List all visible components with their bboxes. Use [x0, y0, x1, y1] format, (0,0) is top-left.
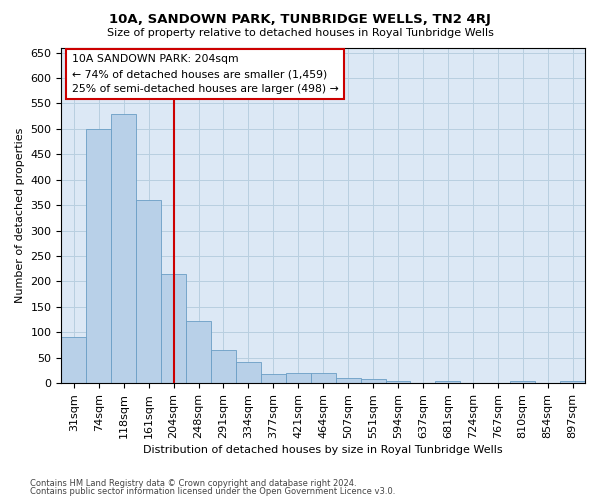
Bar: [261, 374, 286, 383]
Y-axis label: Number of detached properties: Number of detached properties: [15, 128, 25, 303]
Bar: [510, 381, 535, 383]
Bar: [436, 381, 460, 383]
X-axis label: Distribution of detached houses by size in Royal Tunbridge Wells: Distribution of detached houses by size …: [143, 445, 503, 455]
Bar: [61, 338, 86, 383]
Bar: [560, 381, 585, 383]
Bar: [161, 274, 186, 383]
Text: 10A, SANDOWN PARK, TUNBRIDGE WELLS, TN2 4RJ: 10A, SANDOWN PARK, TUNBRIDGE WELLS, TN2 …: [109, 12, 491, 26]
Bar: [335, 378, 361, 383]
Text: 10A SANDOWN PARK: 204sqm
← 74% of detached houses are smaller (1,459)
25% of sem: 10A SANDOWN PARK: 204sqm ← 74% of detach…: [72, 54, 338, 94]
Bar: [286, 373, 311, 383]
Bar: [361, 378, 386, 383]
Bar: [86, 129, 111, 383]
Text: Contains public sector information licensed under the Open Government Licence v3: Contains public sector information licen…: [30, 487, 395, 496]
Bar: [236, 362, 261, 383]
Bar: [111, 114, 136, 383]
Bar: [311, 373, 335, 383]
Bar: [211, 350, 236, 383]
Text: Size of property relative to detached houses in Royal Tunbridge Wells: Size of property relative to detached ho…: [107, 28, 493, 38]
Bar: [386, 380, 410, 383]
Bar: [136, 200, 161, 383]
Bar: [186, 320, 211, 383]
Text: Contains HM Land Registry data © Crown copyright and database right 2024.: Contains HM Land Registry data © Crown c…: [30, 478, 356, 488]
